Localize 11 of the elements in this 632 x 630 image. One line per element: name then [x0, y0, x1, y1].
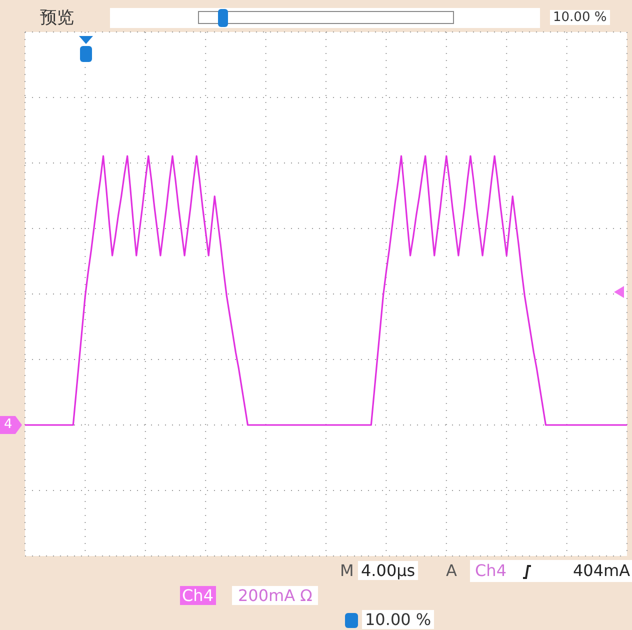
text: 200mA Ω [232, 586, 318, 605]
text: M [340, 561, 354, 580]
text: A [446, 561, 457, 580]
text: 10.00 % [362, 610, 434, 629]
text: 10.00 % [550, 10, 610, 25]
text: 预览 [40, 7, 74, 29]
text: Ch4 [180, 586, 216, 605]
text: Ch4 [475, 561, 506, 580]
text: 4.00µs [358, 561, 418, 580]
text: 4 [4, 416, 12, 434]
text: 404mA [573, 561, 630, 580]
